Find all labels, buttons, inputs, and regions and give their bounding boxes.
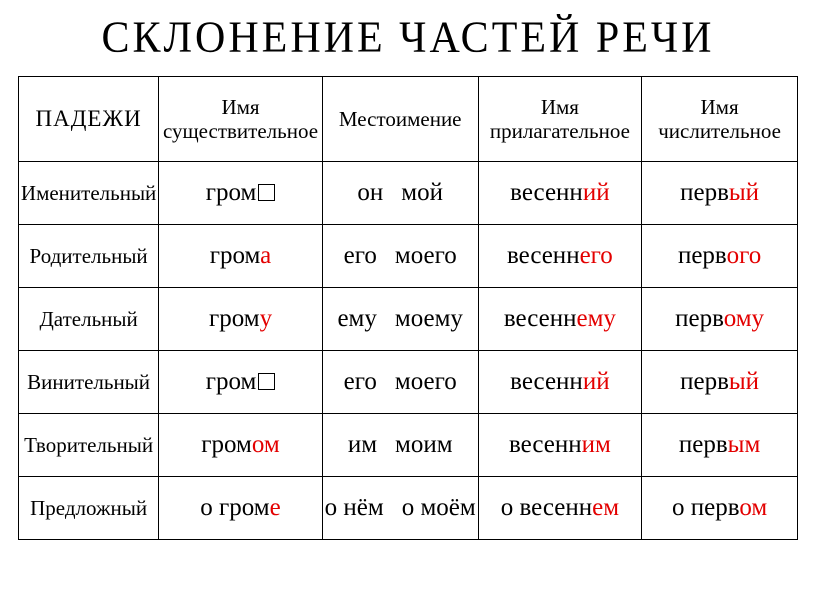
pronoun-1: его [344, 368, 377, 395]
case-cell: Дательный [19, 288, 159, 351]
stem: перв [678, 242, 727, 269]
ending: ий [583, 179, 610, 206]
pronoun-cell: его моего [322, 225, 478, 288]
ending: ем [592, 494, 619, 521]
stem: перв [680, 368, 729, 395]
numeral-cell: первый [642, 162, 798, 225]
pronoun-cell: онмой [322, 162, 478, 225]
stem: весенн [509, 431, 582, 458]
prefix: о [200, 494, 219, 521]
noun-cell: гром [159, 162, 323, 225]
stem: гром [209, 305, 260, 332]
stem: весенн [504, 305, 577, 332]
table-row: Предложныйо громео нёмо моёмо весеннемо … [19, 477, 798, 540]
adjective-cell: весенний [478, 351, 642, 414]
ending: ый [729, 179, 759, 206]
numeral-cell: первого [642, 225, 798, 288]
pronoun-2: моего [395, 368, 457, 395]
pronoun-cell: иммоим [322, 414, 478, 477]
stem: гром [201, 431, 252, 458]
ending: его [580, 242, 613, 269]
stem: перв [680, 179, 729, 206]
ending: ему [576, 305, 615, 332]
th-pronoun: Местоимение [322, 77, 478, 162]
table-body: ИменительныйгромонмойвесеннийпервыйРодит… [19, 162, 798, 540]
th-cases: ПАДЕЖИ [19, 77, 159, 162]
table-row: Винительныйгромегомоеговесеннийпервый [19, 351, 798, 414]
noun-cell: гром [159, 351, 323, 414]
case-cell: Творительный [19, 414, 159, 477]
stem: гром [206, 179, 257, 206]
th-numeral: Имя числительное [642, 77, 798, 162]
stem: перв [679, 431, 728, 458]
stem: весенн [510, 368, 583, 395]
ending: ым [728, 431, 761, 458]
case-cell: Именительный [19, 162, 159, 225]
numeral-cell: первому [642, 288, 798, 351]
pronoun-2: моего [395, 242, 457, 269]
pronoun-2: моему [395, 305, 463, 332]
pronoun-1: о нём [325, 494, 384, 521]
ending: ий [583, 368, 610, 395]
numeral-cell: первым [642, 414, 798, 477]
stem: весенн [510, 179, 583, 206]
case-cell: Винительный [19, 351, 159, 414]
th-adjective: Имя прилагательное [478, 77, 642, 162]
ending: а [260, 242, 271, 269]
pronoun-cell: ему моему [322, 288, 478, 351]
adjective-cell: весенний [478, 162, 642, 225]
noun-cell: о громе [159, 477, 323, 540]
case-cell: Предложный [19, 477, 159, 540]
pronoun-1: его [344, 242, 377, 269]
ending: ого [727, 242, 762, 269]
table-row: Дательныйгромуемумоемувесеннемупервому [19, 288, 798, 351]
noun-cell: грома [159, 225, 323, 288]
ending: ый [729, 368, 759, 395]
declension-table: ПАДЕЖИ Имя существительное Местоимение И… [18, 76, 798, 540]
stem: гром [206, 368, 257, 395]
adjective-cell: о весеннем [478, 477, 642, 540]
stem: гром [210, 242, 260, 269]
ending: у [260, 305, 273, 332]
stem: перв [675, 305, 724, 332]
stem: весенн [507, 242, 580, 269]
noun-cell: громом [159, 414, 323, 477]
pronoun-1: им [348, 431, 377, 458]
ending: ому [724, 305, 764, 332]
table-header-row: ПАДЕЖИ Имя существительное Местоимение И… [19, 77, 798, 162]
noun-cell: грому [159, 288, 323, 351]
table-row: Родительныйгромаегомоеговесеннегопервого [19, 225, 798, 288]
ending: е [270, 494, 281, 521]
prefix: о [672, 494, 691, 521]
pronoun-cell: о нём о моём [322, 477, 478, 540]
pronoun-2: о моём [402, 494, 476, 521]
pronoun-1: он [357, 179, 383, 206]
pronoun-2: моим [395, 431, 453, 458]
stem: перв [691, 494, 740, 521]
table-row: Творительныйгромомиммоимвесеннимпервым [19, 414, 798, 477]
ending: ом [252, 431, 280, 458]
numeral-cell: о первом [642, 477, 798, 540]
table-row: Именительныйгромонмойвесеннийпервый [19, 162, 798, 225]
pronoun-cell: его моего [322, 351, 478, 414]
pronoun-1: ему [337, 305, 376, 332]
th-noun: Имя существительное [159, 77, 323, 162]
stem: весенн [519, 494, 592, 521]
prefix: о [501, 494, 520, 521]
page-title: СКЛОНЕНИЕ ЧАСТЕЙ РЕЧИ [18, 13, 798, 63]
ending: ом [739, 494, 767, 521]
case-cell: Родительный [19, 225, 159, 288]
adjective-cell: весенним [478, 414, 642, 477]
adjective-cell: весеннего [478, 225, 642, 288]
adjective-cell: весеннему [478, 288, 642, 351]
numeral-cell: первый [642, 351, 798, 414]
pronoun-2: мой [401, 179, 443, 206]
zero-ending-icon [258, 184, 275, 201]
zero-ending-icon [258, 373, 275, 390]
ending: им [582, 431, 611, 458]
stem: гром [219, 494, 270, 521]
